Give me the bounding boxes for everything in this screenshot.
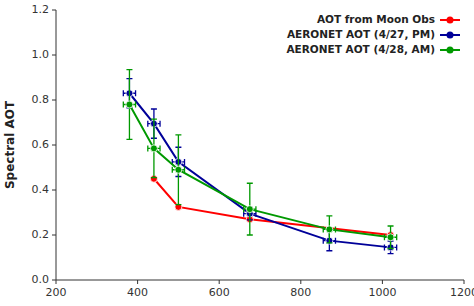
series-line: [154, 179, 391, 235]
y-error-bar: [326, 216, 332, 243]
legend: AOT from Moon Obs AERONET AOT (4/27, PM) A…: [286, 13, 460, 55]
y-tick: [52, 280, 56, 281]
y-error-bar: [388, 226, 394, 249]
y-error-bar: [151, 119, 157, 178]
y-tick: [52, 190, 56, 191]
y-tick: [52, 10, 56, 11]
x-tick: [137, 280, 138, 284]
axes: 0.0 0.2 0.4 0.6 0.8 1.0 1.2 200 400 600 800 1000 120…: [32, 3, 474, 299]
x-error-bar: [123, 102, 135, 108]
x-tick: [219, 280, 220, 284]
point: [126, 101, 133, 108]
y-axis-label: Spectral AOT: [3, 100, 17, 189]
legend-marker: [447, 32, 454, 39]
y-error-bar: [247, 183, 253, 235]
x-error-bar: [384, 234, 396, 240]
point: [175, 166, 182, 173]
series-line: [129, 105, 390, 238]
x-axis-line: [56, 280, 464, 281]
y-tick-label: 1.0: [32, 48, 50, 61]
point: [387, 234, 394, 241]
legend-label: AERONET AOT (4/28, AM): [286, 43, 435, 55]
x-tick-label: 200: [46, 286, 67, 299]
series: [150, 175, 394, 238]
x-error-bar: [244, 206, 256, 212]
x-tick-label: 1000: [368, 286, 396, 299]
y-tick-label: 0.0: [32, 273, 50, 286]
y-tick-label: 0.2: [32, 228, 50, 241]
x-tick: [300, 280, 301, 284]
y-tick-label: 0.4: [32, 183, 50, 196]
plot-area: [123, 70, 396, 254]
x-error-bar: [148, 145, 160, 151]
chart-container: 0.0 0.2 0.4 0.6 0.8 1.0 1.2 200 400 600 800 1000 120…: [0, 0, 474, 306]
y-tick: [52, 235, 56, 236]
x-tick: [56, 280, 57, 284]
x-error-bar: [323, 226, 335, 232]
y-tick-label: 0.8: [32, 93, 50, 106]
y-tick-label: 1.2: [32, 3, 50, 16]
legend-marker: [447, 47, 454, 54]
chart: 0.0 0.2 0.4 0.6 0.8 1.0 1.2 200 400 600 800 1000 120…: [0, 0, 474, 306]
y-tick-label: 0.6: [32, 138, 50, 151]
x-tick: [464, 280, 465, 284]
y-error-bar: [175, 135, 181, 205]
legend-marker: [447, 17, 454, 24]
y-error-bar: [126, 70, 132, 140]
series: [123, 70, 396, 249]
y-tick: [52, 100, 56, 101]
x-tick: [382, 280, 383, 284]
point: [246, 206, 253, 213]
x-tick-label: 600: [209, 286, 230, 299]
x-tick-label: 1200: [450, 286, 474, 299]
legend-label: AERONET AOT (4/27, PM): [287, 28, 435, 40]
series: [123, 79, 396, 254]
point: [326, 226, 333, 233]
x-tick-label: 800: [290, 286, 311, 299]
point: [150, 145, 157, 152]
x-error-bar: [172, 167, 184, 173]
y-tick: [52, 145, 56, 146]
legend-label: AOT from Moon Obs: [317, 13, 435, 25]
x-tick-label: 400: [127, 286, 148, 299]
y-tick: [52, 55, 56, 56]
series-line: [129, 93, 390, 247]
